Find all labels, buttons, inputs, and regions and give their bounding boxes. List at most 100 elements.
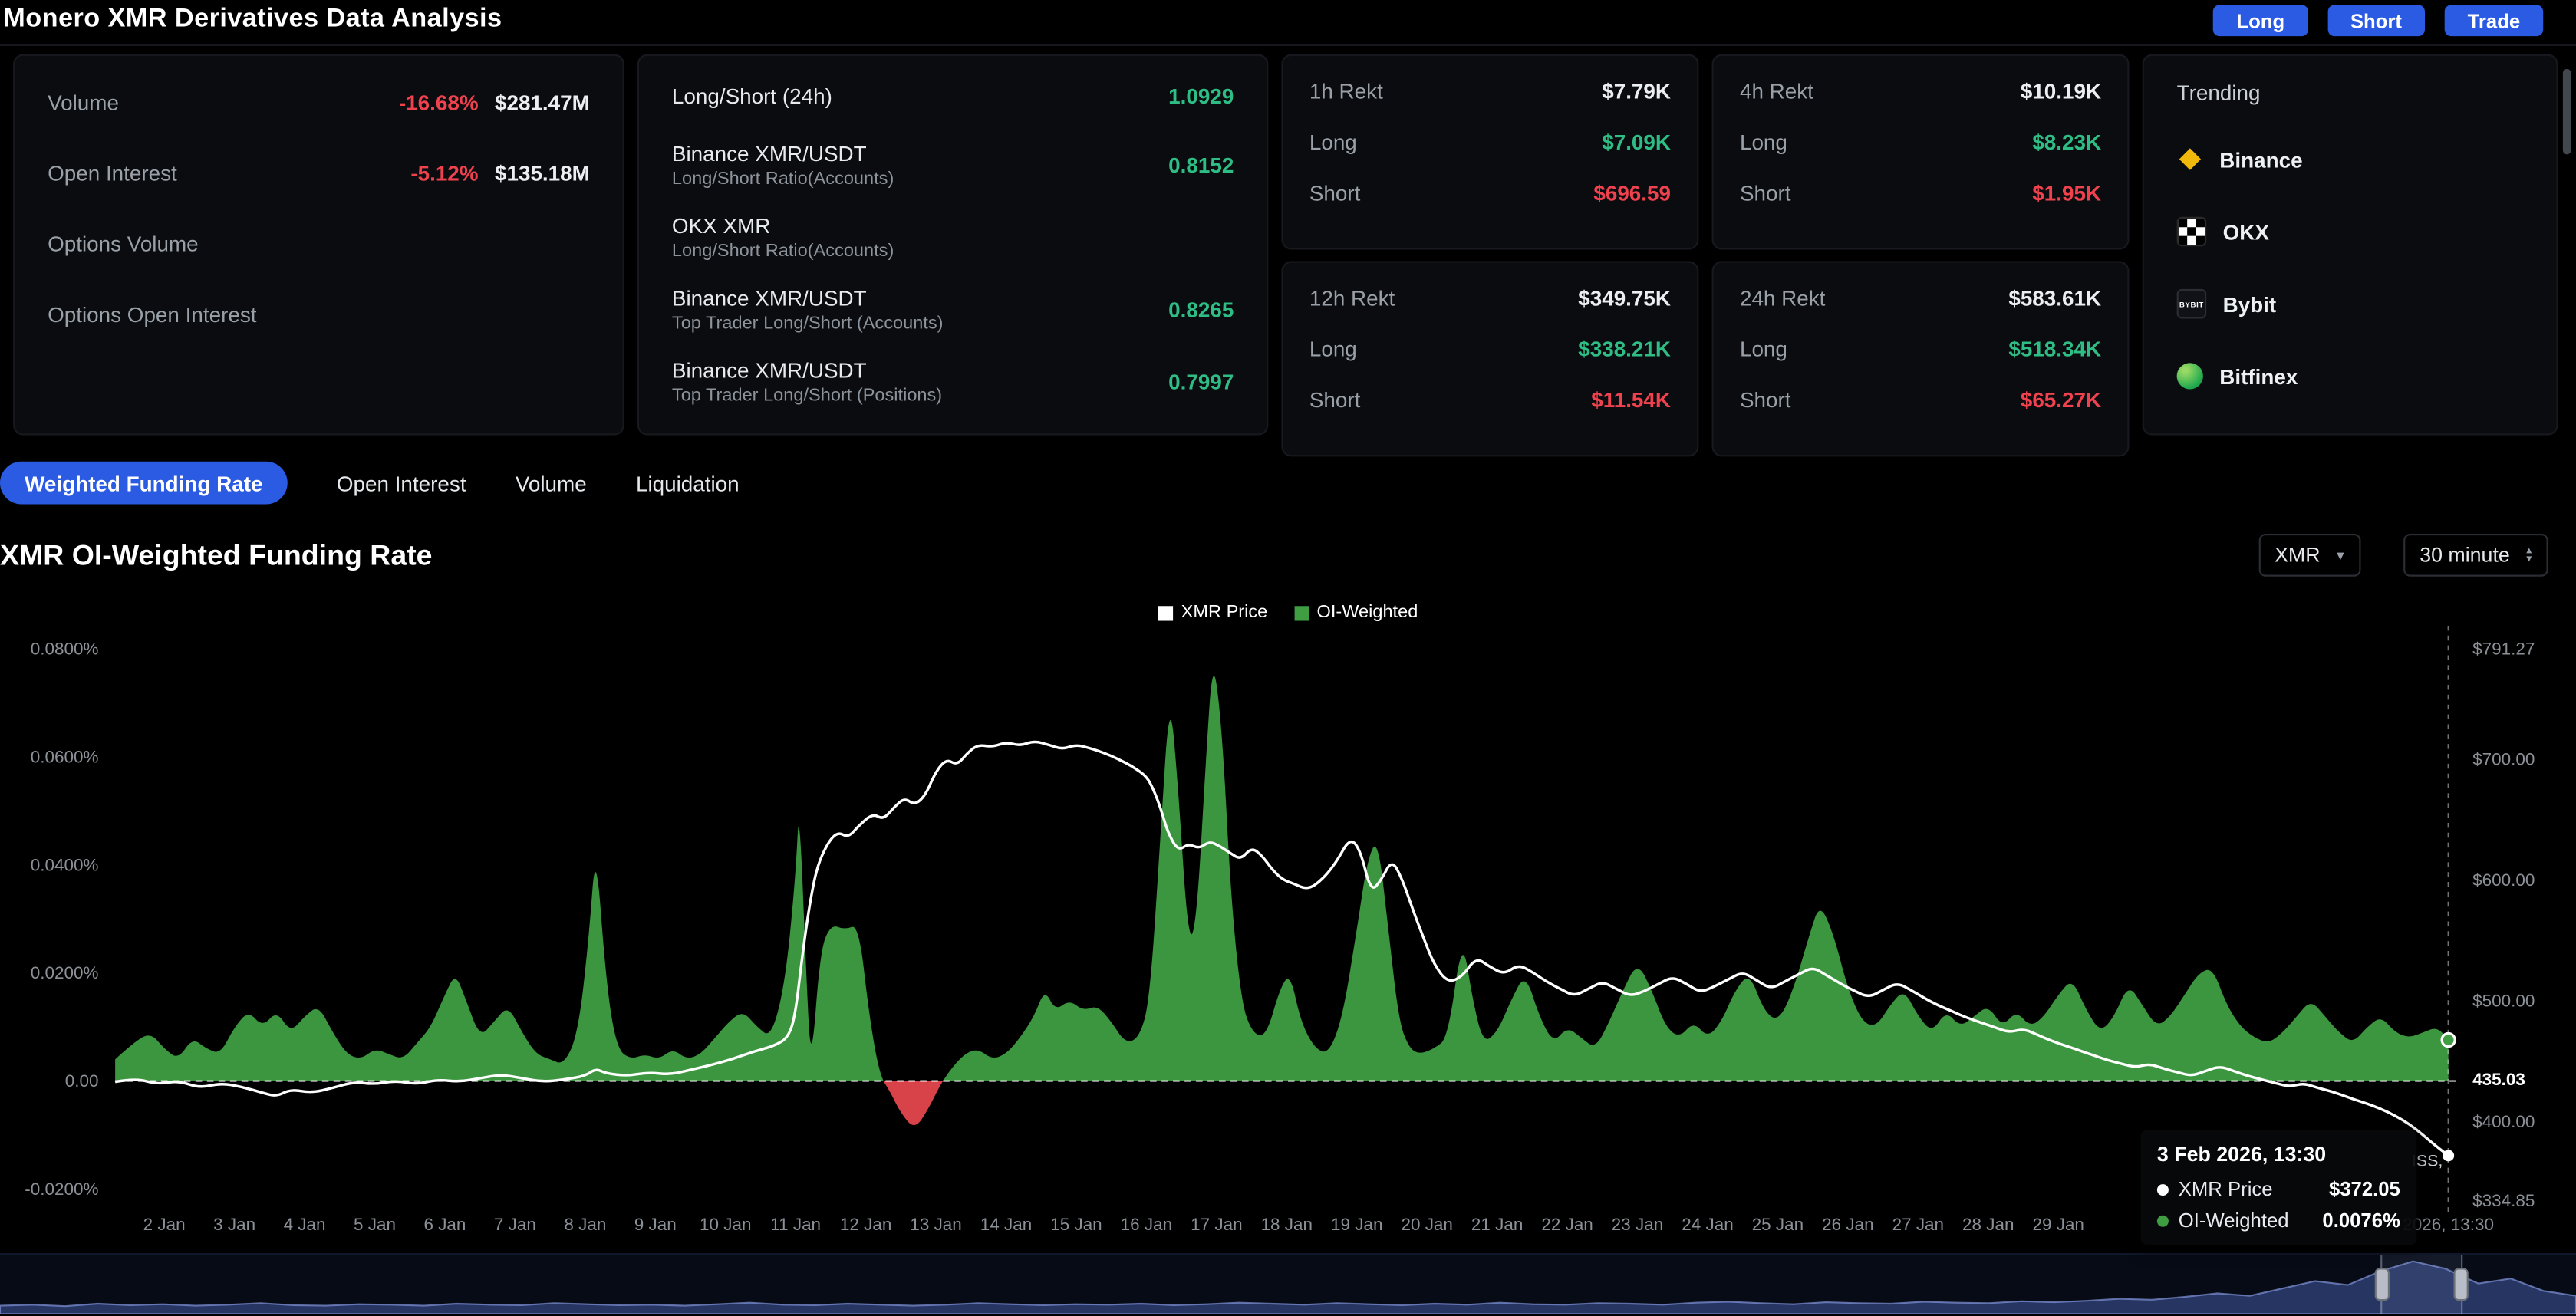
navigator-handle-right[interactable] [2453,1268,2469,1301]
rekt-card-12h: 12h Rekt $349.75K Long $338.21K Short $11.5… [1281,261,1699,457]
x-axis-tick: 21 Jan [1471,1215,1523,1234]
x-axis-tick: 26 Jan [1822,1215,1873,1234]
right-axis-tick: $791.27 [2472,639,2535,658]
x-axis-tick: 2 Jan [143,1215,186,1234]
funding-rate-chart-canvas[interactable]: 0.0800% 0.0600% 0.0400% 0.0200% 0.00 -0.0200%… [0,596,2576,1240]
trending-item-okx[interactable]: OKX [2176,212,2524,251]
funding-chart[interactable]: XMR Price OI-Weighted 0.0800% 0.0600% 0.04… [0,596,2576,1245]
longshort-ratios-card: Long/Short (24h) 1.0929 Binance XMR/USDT… [637,54,1269,436]
navigator-handle-left[interactable] [2374,1268,2390,1301]
volume-label: Volume [48,89,119,114]
price-dot-icon [2156,1183,2169,1196]
right-axis-tick: $400.00 [2472,1112,2535,1131]
left-axis-tick: 0.00 [65,1071,99,1091]
chart-navigator[interactable] [0,1253,2576,1314]
x-axis-tick: 14 Jan [980,1215,1032,1234]
x-axis-tick: 20 Jan [1401,1215,1452,1234]
ratio-row: Binance XMR/USDT Top Trader Long/Short (… [671,357,1234,405]
header-actions: Long Short Trade [2213,5,2544,37]
left-axis-tick: 0.0600% [31,747,99,766]
ratio-row: Long/Short (24h) 1.0929 [671,83,1234,108]
tooltip-price-row: XMR Price $372.05 [2156,1177,2400,1201]
legend-swatch-oi-icon [1293,605,1309,620]
tab-open-interest[interactable]: Open Interest [336,470,466,495]
x-axis-tick: 8 Jan [564,1215,606,1234]
page-scrollbar[interactable] [2562,68,2571,155]
x-axis-tick: 17 Jan [1191,1215,1242,1234]
chart-title: XMR OI-Weighted Funding Rate [0,538,433,571]
chart-section-header: XMR OI-Weighted Funding Rate XMR ▾ 30 mi… [0,532,2576,578]
legend-swatch-price-icon [1158,605,1173,620]
volume-value: $281.47M [494,89,590,114]
x-axis-tick: 13 Jan [910,1215,961,1234]
x-axis-tick: 23 Jan [1612,1215,1663,1234]
funding-last-dot [2440,1031,2456,1048]
tab-weighted-funding-rate[interactable]: Weighted Funding Rate [0,461,288,505]
navigator-area [0,1260,2576,1314]
rekt-column-1: 1h Rekt $7.79K Long $7.09K Short $696.59 12… [1281,54,1699,457]
open-interest-label: Open Interest [48,160,177,185]
left-axis-tick: 0.0200% [31,963,99,982]
legend-oi-weighted[interactable]: OI-Weighted [1293,603,1418,623]
long-button[interactable]: Long [2213,5,2308,37]
tab-volume[interactable]: Volume [515,470,587,495]
x-axis-tick: 3 Jan [213,1215,255,1234]
trade-button[interactable]: Trade [2444,5,2544,37]
chart-tooltip: 3 Feb 2026, 13:30 XMR Price $372.05 OI-W… [2140,1130,2417,1245]
left-axis-tick: 0.0400% [31,855,99,874]
left-axis-tick: 0.0800% [31,639,99,658]
options-volume-row: Options Volume [48,225,590,261]
tooltip-price-value: $372.05 [2328,1177,2400,1201]
x-axis-tick: 11 Jan [770,1215,821,1234]
right-axis-tick: $700.00 [2472,749,2535,768]
interval-select[interactable]: 30 minute ▴ ▾ [2403,534,2548,577]
x-axis-tick: 9 Jan [634,1215,677,1234]
x-axis-tick: 19 Jan [1331,1215,1382,1234]
rekt-card-4h: 4h Rekt $10.19K Long $8.23K Short $1.95K [1711,54,2130,250]
chart-legend: XMR Price OI-Weighted [0,603,2576,623]
okx-icon [2176,216,2207,247]
ratio-row: Binance XMR/USDT Top Trader Long/Short (… [671,285,1234,333]
open-interest-value: $135.18M [494,160,590,185]
bitfinex-icon [2176,363,2203,390]
right-axis-tick: $334.85 [2472,1191,2535,1210]
ratio-row: OKX XMR Long/Short Ratio(Accounts) [671,212,894,261]
x-axis-tick: 24 Jan [1682,1215,1733,1234]
x-axis-tick: 22 Jan [1541,1215,1593,1234]
x-axis-tick: 29 Jan [2032,1215,2084,1234]
options-open-interest-label: Options Open Interest [48,301,257,327]
stats-row: Volume -16.68% $281.47M Open Interest -5.… [0,46,2576,457]
trending-item-bitfinex[interactable]: Bitfinex [2176,357,2524,396]
options-open-interest-row: Options Open Interest [48,295,590,331]
rekt-card-24h: 24h Rekt $583.61K Long $518.34K Short $65.2… [1711,261,2130,457]
navigator-brush[interactable] [2374,1255,2469,1314]
navigator-canvas [0,1260,2576,1314]
trending-title: Trending [2176,80,2261,106]
x-axis-tick: 2026, 13:30 [2403,1215,2494,1234]
rekt-column-2: 4h Rekt $10.19K Long $8.23K Short $1.95K 24… [1711,54,2130,457]
chart-controls: XMR ▾ 30 minute ▴ ▾ [2258,534,2548,577]
oi-dot-icon [2156,1214,2169,1226]
stepper-arrows-icon: ▴ ▾ [2526,545,2532,565]
x-axis-tick: 4 Jan [284,1215,326,1234]
funding-area-positive [115,676,2449,1081]
open-interest-change: -5.12% [410,160,479,185]
options-volume-label: Options Volume [48,230,199,256]
symbol-select[interactable]: XMR ▾ [2258,534,2361,577]
x-axis-tick: 28 Jan [1962,1215,2014,1234]
funding-area-negative [883,1081,944,1125]
legend-xmr-price[interactable]: XMR Price [1158,603,1267,623]
market-stats-card: Volume -16.68% $281.47M Open Interest -5.… [13,54,624,436]
tooltip-funding-row: OI-Weighted 0.0076% [2156,1209,2400,1232]
chart-tabs: Weighted Funding Rate Open Interest Volu… [0,461,2576,505]
short-button[interactable]: Short [2327,5,2425,37]
page-title: Monero XMR Derivatives Data Analysis [3,5,502,33]
chevron-down-icon: ▾ [2336,546,2344,563]
tab-liquidation[interactable]: Liquidation [635,470,740,495]
trending-item-bybit[interactable]: BYBIT Bybit [2176,284,2524,323]
open-interest-row: Open Interest -5.12% $135.18M [48,154,590,190]
volume-row: Volume -16.68% $281.47M [48,84,590,120]
trending-item-binance[interactable]: ◆ Binance [2177,140,2524,179]
watermark-fragment: ISS, [2411,1153,2443,1171]
